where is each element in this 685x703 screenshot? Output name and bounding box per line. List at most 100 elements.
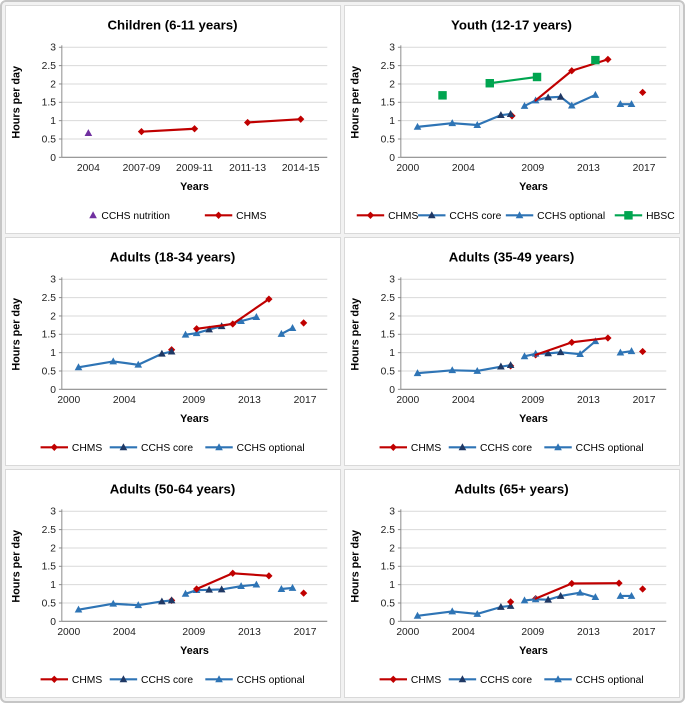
data-point-marker bbox=[277, 585, 286, 592]
data-point-marker bbox=[167, 596, 176, 604]
y-tick-label: 0.5 bbox=[381, 134, 396, 145]
data-point-marker bbox=[473, 121, 482, 128]
x-tick-label: 2007-09 bbox=[123, 163, 161, 174]
x-tick-label: 2009 bbox=[521, 395, 544, 406]
legend-marker bbox=[458, 675, 467, 683]
x-tick-label: 2017 bbox=[633, 627, 656, 638]
data-point-marker bbox=[252, 580, 261, 588]
data-point-marker bbox=[497, 111, 505, 119]
legend-label: HBSC bbox=[646, 211, 675, 222]
y-tick-label: 3 bbox=[389, 507, 395, 518]
y-tick-label: 0 bbox=[389, 153, 395, 164]
data-point-marker bbox=[520, 352, 529, 360]
y-tick-label: 1 bbox=[50, 116, 56, 127]
data-point-marker bbox=[627, 591, 636, 599]
x-axis-title: Years bbox=[180, 645, 209, 657]
series-line bbox=[140, 127, 196, 133]
gridlines bbox=[58, 46, 328, 158]
legend-label: CHMS bbox=[411, 443, 441, 454]
x-tick-label: 2009 bbox=[521, 163, 544, 174]
x-tick-label: 2009-11 bbox=[176, 163, 213, 174]
legend-item-chms: CHMS bbox=[379, 675, 441, 686]
y-tick-label: 1 bbox=[389, 116, 395, 127]
y-tick-label: 1.5 bbox=[42, 562, 57, 573]
x-tick-label: 2017 bbox=[633, 395, 656, 406]
x-axis-title: Years bbox=[519, 645, 548, 657]
y-tick-label: 1.5 bbox=[42, 330, 57, 341]
y-tick-label: 0 bbox=[50, 617, 56, 628]
data-point-marker bbox=[532, 72, 542, 82]
x-tick-label: 2000 bbox=[396, 395, 419, 406]
legend-marker bbox=[119, 675, 128, 683]
data-point-marker bbox=[485, 79, 494, 88]
legend: CHMS CCHS core CCHS optional bbox=[40, 443, 305, 454]
x-tick-label: 2017 bbox=[294, 395, 317, 406]
series-cchs-optional bbox=[413, 90, 636, 130]
data-point-marker bbox=[109, 357, 118, 365]
chart-title: Youth (12-17 years) bbox=[451, 18, 572, 33]
legend-marker bbox=[89, 211, 97, 219]
y-tick-label: 1.5 bbox=[42, 98, 57, 109]
series-cchs-optional bbox=[74, 313, 297, 371]
chart-title: Adults (35-49 years) bbox=[449, 250, 575, 265]
legend-marker bbox=[215, 443, 223, 451]
data-point-marker bbox=[576, 350, 584, 358]
data-point-marker bbox=[568, 338, 576, 347]
x-axis-title: Years bbox=[519, 413, 548, 425]
data-point-marker bbox=[616, 100, 625, 108]
y-tick-label: 2.5 bbox=[381, 525, 396, 536]
series-cchs-core bbox=[158, 322, 226, 357]
adults-18-34-chart: Adults (18-34 years) 0 0.5 1 1.5 2 2.5 3 2000 200… bbox=[6, 238, 340, 465]
x-tick-label: 2013 bbox=[577, 163, 600, 174]
series-cchs-nutrition bbox=[84, 129, 93, 137]
series-chms bbox=[193, 295, 308, 333]
legend-item-cchs-core: CCHS core bbox=[448, 443, 532, 454]
y-tick-label: 0 bbox=[50, 385, 56, 396]
youth-chart: Youth (12-17 years) 0 0.5 1 1.5 2 2.5 3 2000 2004… bbox=[345, 6, 679, 233]
legend: CHMS CCHS core CCHS optional HBSC bbox=[356, 211, 675, 222]
series-cchs-optional bbox=[74, 580, 297, 613]
data-point-marker bbox=[229, 569, 237, 577]
data-point-marker bbox=[237, 582, 245, 590]
y-tick-label: 0.5 bbox=[42, 598, 57, 609]
data-point-marker bbox=[473, 609, 482, 617]
legend-label: CCHS core bbox=[480, 675, 532, 686]
data-point-marker bbox=[568, 67, 576, 75]
legend-marker bbox=[515, 211, 524, 219]
legend-label: CHMS bbox=[388, 211, 418, 222]
data-point-marker bbox=[134, 601, 143, 609]
legend-marker bbox=[50, 675, 58, 683]
legend-marker bbox=[119, 443, 128, 451]
data-point-marker bbox=[167, 347, 176, 355]
data-point-marker bbox=[229, 320, 237, 328]
legend-marker bbox=[427, 211, 436, 219]
legend-label: CCHS core bbox=[449, 211, 501, 222]
data-point-marker bbox=[181, 589, 190, 597]
data-point-marker bbox=[567, 101, 576, 109]
data-point-marker bbox=[556, 591, 565, 599]
x-tick-label: 2000 bbox=[57, 395, 80, 406]
data-point-marker bbox=[448, 607, 457, 615]
legend-label: CHMS bbox=[72, 675, 102, 686]
y-tick-label: 2.5 bbox=[381, 293, 396, 304]
legend-item-cchs-nutrition: CCHS nutrition bbox=[89, 211, 170, 222]
legend-item-chms: CHMS bbox=[379, 443, 441, 454]
chart-title: Adults (18-34 years) bbox=[110, 250, 236, 265]
adults-65-plus-chart: Adults (65+ years) 0 0.5 1 1.5 2 2.5 3 2000 2004 2… bbox=[345, 470, 679, 697]
legend-item-chms: CHMS bbox=[40, 443, 102, 454]
data-point-marker bbox=[205, 585, 213, 593]
chart-panel-adults-18-34: Adults (18-34 years) 0 0.5 1 1.5 2 2.5 3 2000 200… bbox=[5, 237, 341, 466]
legend-label: CCHS optional bbox=[537, 211, 605, 222]
y-axis-title: Hours per day bbox=[11, 298, 23, 371]
legend-marker bbox=[50, 443, 58, 451]
y-tick-label: 3 bbox=[50, 275, 56, 286]
data-point-marker bbox=[506, 361, 515, 369]
data-point-marker bbox=[497, 362, 505, 370]
y-tick-label: 2.5 bbox=[42, 525, 57, 536]
x-tick-label: 2004 bbox=[113, 627, 136, 638]
data-point-marker bbox=[520, 101, 529, 109]
x-tick-label: 2004 bbox=[452, 627, 475, 638]
x-tick-label: 2009 bbox=[182, 395, 205, 406]
data-point-marker bbox=[544, 349, 552, 357]
y-tick-label: 2.5 bbox=[42, 61, 57, 72]
